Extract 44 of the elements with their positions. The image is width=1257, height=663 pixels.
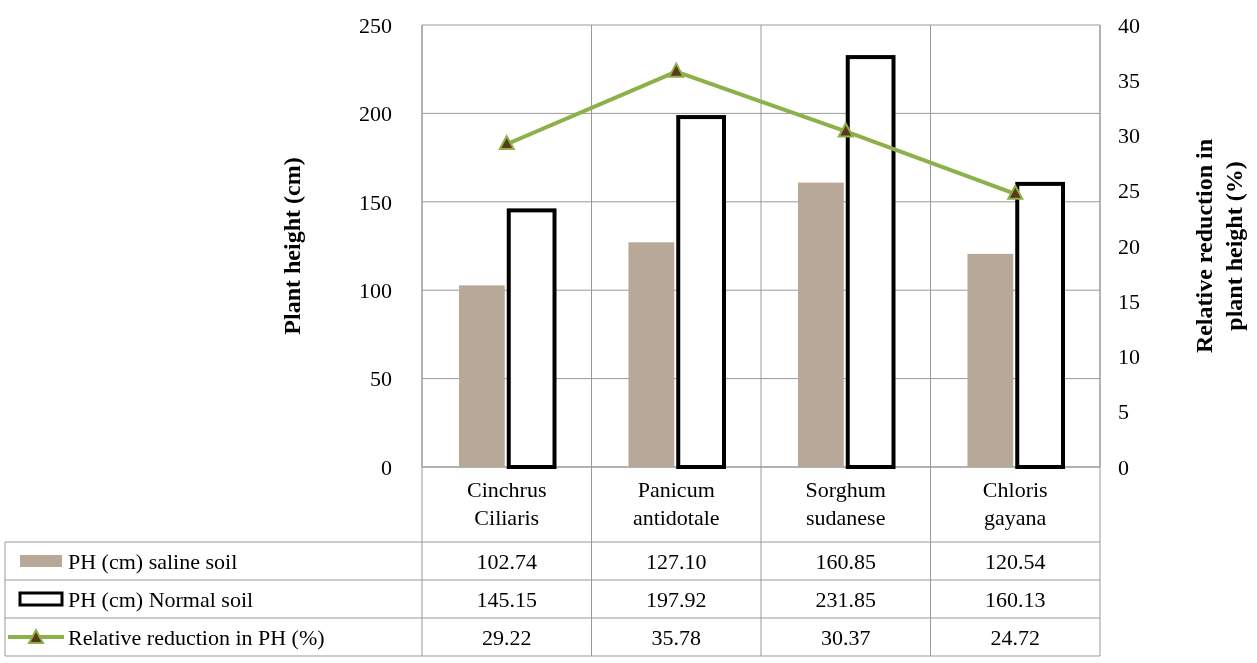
y2-tick-label: 25 xyxy=(1118,178,1140,204)
bar xyxy=(458,285,505,467)
y-tick-label: 200 xyxy=(359,101,392,127)
data-label: 145.15 xyxy=(476,586,537,612)
y-tick-label: 0 xyxy=(381,454,392,480)
data-label: 24.72 xyxy=(990,624,1040,650)
y2-tick-label: 5 xyxy=(1118,399,1129,425)
y2-tick-label: 10 xyxy=(1118,344,1140,370)
legend-label: Relative reduction in PH (%) xyxy=(68,624,325,650)
data-label: 35.78 xyxy=(651,624,701,650)
y-tick-label: 250 xyxy=(359,12,392,38)
data-label: 127.10 xyxy=(646,548,707,574)
y2-axis-title: Relative reduction in plant height (%) xyxy=(1191,138,1247,354)
legend-label: PH (cm) Normal soil xyxy=(68,586,254,612)
bar xyxy=(628,242,675,467)
x-tick-label: Chloris gayana xyxy=(982,477,1048,530)
data-label: 30.37 xyxy=(821,624,871,650)
bar xyxy=(967,253,1014,467)
data-label: 231.85 xyxy=(815,586,876,612)
legend-label: PH (cm) saline soil xyxy=(68,548,238,574)
y2-tick-label: 20 xyxy=(1118,233,1140,259)
data-label: 29.22 xyxy=(482,624,532,650)
y-tick-label: 150 xyxy=(359,189,392,215)
data-label: 102.74 xyxy=(476,548,537,574)
point xyxy=(498,135,515,151)
y-tick-label: 100 xyxy=(359,277,392,303)
x-tick-label: Cinchrus Ciliaris xyxy=(467,477,547,530)
x-tick-label: Sorghum sudanese xyxy=(805,477,886,530)
y2-tick-label: 0 xyxy=(1118,454,1129,480)
y2-tick-label: 35 xyxy=(1118,67,1140,93)
data-label: 160.85 xyxy=(815,548,876,574)
point xyxy=(837,122,854,138)
data-label: 160.13 xyxy=(985,586,1046,612)
y2-tick-label: 30 xyxy=(1118,123,1140,149)
point xyxy=(668,62,685,78)
data-label: 120.54 xyxy=(985,548,1046,574)
y2-tick-label: 15 xyxy=(1118,288,1140,314)
y-tick-label: 50 xyxy=(370,366,392,392)
x-tick-label: Panicum antidotale xyxy=(632,477,720,530)
point xyxy=(1007,184,1024,200)
y-axis-title: Plant height (cm) xyxy=(279,157,305,335)
data-label: 197.92 xyxy=(646,586,707,612)
y2-tick-label: 40 xyxy=(1118,12,1140,38)
bar xyxy=(797,182,844,467)
